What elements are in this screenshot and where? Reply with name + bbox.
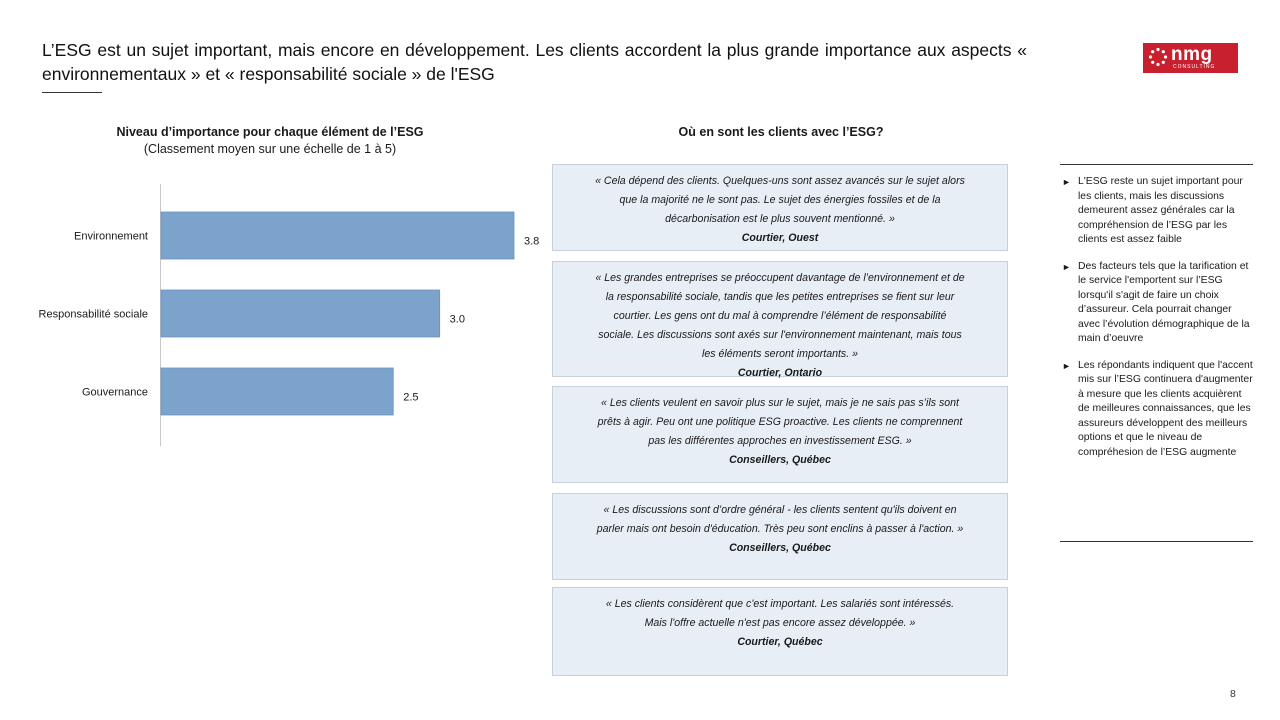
- bar: [160, 289, 441, 338]
- quote-text-line: pas les différentes approches en investi…: [648, 435, 912, 447]
- arrow-bullet-icon: ►: [1062, 177, 1071, 187]
- bar: [160, 367, 394, 416]
- bullet-item: ► Les répondants indiquent que l'accent m…: [1060, 359, 1253, 461]
- quote-text-line: prêts à agir. Peu ont une politique ESG …: [597, 416, 963, 428]
- category-label: Environnement: [74, 231, 148, 243]
- quote-author: Conseillers, Québec: [729, 454, 831, 466]
- value-label: 3.0: [450, 314, 465, 326]
- quote-text-line: courtier. Les gens ont du mal à comprend…: [613, 310, 947, 322]
- value-label: 3.8: [524, 236, 539, 248]
- quote-text-line: la responsabilité sociale, tandis que le…: [605, 291, 955, 303]
- bar-chart: Environnement 3.8 Responsabilité sociale 3.…: [39, 184, 539, 446]
- quote-card: « Les discussions sont d’ordre général -…: [552, 493, 1008, 580]
- bullet-list: ► L'ESG reste un sujet important pour les…: [1060, 175, 1253, 460]
- quote-text-line: décarbonisation est le plus souvent ment…: [665, 213, 895, 225]
- quote-text-line: parler mais ont besoin d'éducation. Très…: [596, 523, 964, 535]
- arrow-bullet-icon: ►: [1062, 261, 1071, 272]
- quote-text-line: sociale. Les discussions sont axés sur l…: [598, 329, 962, 341]
- category-label: Gouvernance: [82, 387, 148, 399]
- bullet-item: ► Des facteurs tels que la tarification e…: [1060, 260, 1253, 347]
- logo-tagline: CONSULTING: [1173, 64, 1216, 70]
- quote-text-line: « Cela dépend des clients. Quelques-uns …: [595, 175, 965, 187]
- bullet-text: Des facteurs tels que la tarification et…: [1078, 260, 1250, 345]
- bar: [160, 211, 515, 260]
- page-title: L’ESG est un sujet important, mais encor…: [42, 40, 1027, 84]
- logo-wordmark: nmg: [1171, 44, 1213, 65]
- chart-heading: Niveau d’importance pour chaque élément …: [60, 124, 480, 158]
- quote-author: Courtier, Ontario: [737, 367, 823, 379]
- quote-card: « Les clients veulent en savoir plus sur…: [552, 386, 1008, 483]
- quotes-heading: Où en sont les clients avec l’ESG?: [678, 125, 884, 139]
- chart-title: Niveau d’importance pour chaque élément …: [116, 125, 424, 139]
- category-label: Responsabilité sociale: [39, 309, 148, 321]
- page-number: 8: [1230, 688, 1236, 700]
- value-label: 2.5: [403, 392, 418, 404]
- key-findings-sidebar: ► L'ESG reste un sujet important pour les…: [1060, 164, 1253, 542]
- bullet-item: ► L'ESG reste un sujet important pour les…: [1060, 175, 1253, 248]
- quote-card: « Les grandes entreprises se préoccupent…: [552, 261, 1008, 379]
- quote-text-line: « Les clients veulent en savoir plus sur…: [600, 397, 959, 409]
- quote-text-line: « Les grandes entreprises se préoccupent…: [595, 272, 965, 284]
- quote-card: « Cela dépend des clients. Quelques-uns …: [552, 164, 1008, 251]
- nmg-logo: nmg CONSULTING: [1143, 43, 1238, 73]
- quote-author: Courtier, Québec: [737, 636, 823, 648]
- quote-card: « Les clients considèrent que c'est impo…: [552, 587, 1008, 676]
- arrow-bullet-icon: ►: [1062, 360, 1071, 371]
- quote-text-line: que la majorité ne le sont pas. Le sujet…: [619, 194, 941, 206]
- quote-text-line: « Les discussions sont d’ordre général -…: [603, 504, 957, 516]
- chart-subtitle: (Classement moyen sur une échelle de 1 à…: [143, 142, 397, 156]
- bullet-text: L'ESG reste un sujet important pour les …: [1078, 176, 1243, 245]
- quote-author: Conseillers, Québec: [729, 542, 831, 554]
- quote-text-line: Mais l'offre actuelle n'est pas encore a…: [644, 617, 916, 629]
- quote-text-line: les éléments seront importants. »: [701, 348, 859, 360]
- bullet-text: Les répondants indiquent que l'accent mi…: [1078, 359, 1253, 458]
- quote-author: Courtier, Ouest: [741, 232, 819, 244]
- quote-text-line: « Les clients considèrent que c'est impo…: [605, 598, 955, 610]
- logo-dots-icon: [1148, 47, 1168, 67]
- title-underline: [42, 92, 102, 93]
